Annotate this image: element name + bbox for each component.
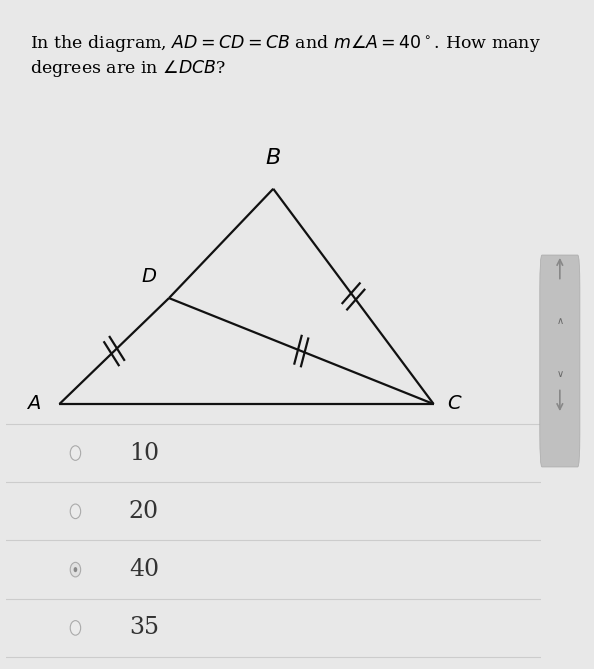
Text: In the diagram, $AD = CD = CB$ and $m\angle A = 40^\circ$. How many: In the diagram, $AD = CD = CB$ and $m\an…: [30, 33, 541, 54]
Ellipse shape: [70, 446, 81, 460]
Ellipse shape: [70, 563, 81, 577]
Text: ∧: ∧: [557, 316, 563, 326]
Text: $A$: $A$: [26, 395, 40, 413]
Text: $D$: $D$: [141, 268, 157, 286]
Text: ∨: ∨: [557, 369, 563, 379]
Text: 10: 10: [129, 442, 159, 464]
Text: degrees are in $\angle DCB$?: degrees are in $\angle DCB$?: [30, 58, 226, 79]
Ellipse shape: [74, 567, 77, 572]
Text: 20: 20: [129, 500, 159, 523]
Ellipse shape: [70, 621, 81, 635]
Ellipse shape: [70, 504, 81, 518]
Text: $B$: $B$: [266, 147, 281, 169]
Text: 40: 40: [129, 558, 159, 581]
Text: 35: 35: [129, 616, 159, 640]
Text: $C$: $C$: [447, 395, 463, 413]
FancyBboxPatch shape: [540, 255, 580, 467]
